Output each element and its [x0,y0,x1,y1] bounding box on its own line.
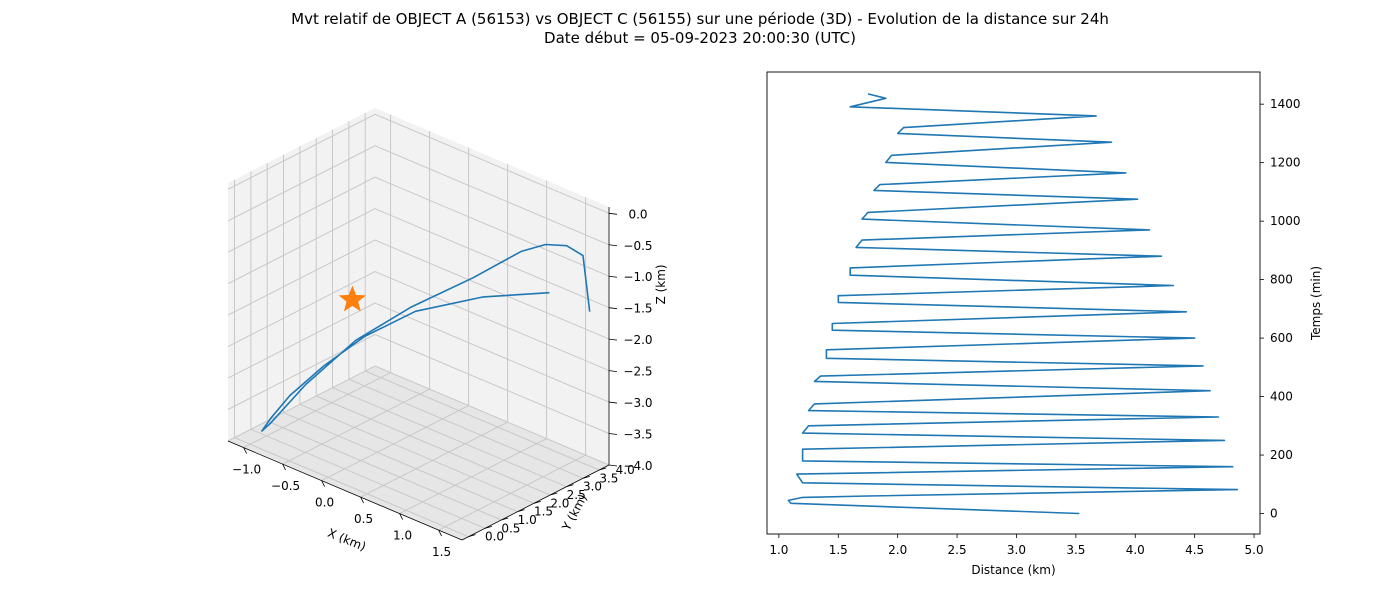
y-tick-label: 1.5 [534,505,553,519]
z-tick [608,212,618,215]
x-tick [399,513,403,520]
x-axis-label: Distance (km) [971,563,1055,577]
x-tick [438,529,442,537]
z-tick-label: −2.0 [623,333,652,347]
z-tick-label: 0.0 [628,207,647,221]
y-tick-label: 0.0 [485,530,504,544]
grid-line-z [227,176,610,277]
distance-line [787,93,1239,515]
z-tick-label: −3.0 [623,396,652,410]
y-tick [533,500,541,504]
x-tick-label: 0.5 [354,512,373,526]
y-tick-label: 200 [1270,448,1293,462]
y-tick [501,517,509,521]
x-tick-label: −1.0 [232,463,261,477]
x-tick-label: 1.0 [393,529,412,543]
x-axis-label: X (km) [326,526,368,554]
z-tick [608,370,618,373]
z-tick-label: −4.0 [623,459,652,473]
z-tick [608,338,618,341]
x-tick-label: 4.0 [1126,543,1145,557]
y-tick [566,484,574,488]
z-tick [608,433,618,435]
y-tick-label: 800 [1270,273,1293,287]
x-tick-label: −0.5 [271,479,300,493]
z-tick-label: −3.5 [623,428,652,442]
plot-3d-trajectory: −1.0−0.50.00.51.01.50.00.51.01.52.02.53.… [227,108,668,559]
z-tick-label: −1.0 [623,270,652,284]
x-tick [282,463,286,471]
y-tick [582,475,590,479]
y-tick-label: 1200 [1270,156,1301,170]
grid-line-z [227,113,610,214]
z-tick-label: −1.5 [623,302,652,316]
y-tick-label: 2.0 [550,496,569,510]
x-axis-line [227,440,463,541]
x-tick-label: 5.0 [1245,543,1264,557]
title-line-1: Mvt relatif de OBJECT A (56153) vs OBJEC… [291,10,1109,28]
y-tick [599,467,607,471]
y-tick-label: 1400 [1270,97,1301,111]
x-tick-label: 3.5 [1066,543,1085,557]
x-tick [360,496,364,504]
start-star-marker [338,285,367,312]
pane-back-left [228,108,375,441]
y-tick [550,492,558,496]
y-tick [484,525,492,529]
z-tick [608,401,618,404]
y-tick-label: 0.5 [501,521,520,535]
y-tick-label: 2.5 [567,488,586,502]
plot-frame [766,71,1261,535]
x-tick-label: 4.5 [1185,543,1204,557]
z-tick [608,275,618,278]
grid-line-z [227,271,610,372]
grid-line-z [227,333,610,434]
trajectory-line [261,243,591,432]
z-tick [608,244,618,247]
x-tick-label: 2.0 [888,543,907,557]
y-tick-label: 1.0 [518,513,537,527]
grid-line-z [227,302,610,403]
y-tick-label: 0 [1270,507,1278,521]
z-tick-label: −2.5 [623,365,652,379]
x-tick [321,480,325,487]
y-tick-label: 1000 [1270,214,1301,228]
grid-line-z [227,208,610,309]
plot-distance-vs-time: 1.0 1.5 2.0 2.5 3.0 3.5 4.0 4.5 5.0 0 200 400 600 800… [766,71,1323,577]
title-line-2: Date début = 05-09-2023 20:00:30 (UTC) [544,29,856,47]
y-tick-label: 3.5 [599,471,618,485]
y-tick-label: 600 [1270,331,1293,345]
z-tick-label: −0.5 [623,239,652,253]
y-tick [517,509,525,513]
grid-line-z [227,239,610,340]
y-tick-label: 3.0 [583,480,602,494]
z-tick [608,464,618,467]
x-tick-label: 2.5 [948,543,967,557]
x-tick-label: 1.5 [829,543,848,557]
figure-title: Mvt relatif de OBJECT A (56153) vs OBJEC… [0,10,1400,48]
y-tick [468,534,476,538]
y-tick-label: 4.0 [616,463,635,477]
y-tick-label: 400 [1270,390,1293,404]
z-axis-label: Z (km) [654,264,668,304]
x-tick [243,447,247,454]
x-tick-label: 3.0 [1007,543,1026,557]
y-axis-label: Temps (min) [1309,266,1323,341]
z-tick [608,307,618,310]
x-tick-label: 0.0 [315,496,334,510]
grid-line-z [227,145,610,246]
pane-back-right [375,108,609,465]
pane-floor [228,366,609,540]
x-tick-label: 1.5 [432,545,451,559]
x-tick-label: 1.0 [769,543,788,557]
